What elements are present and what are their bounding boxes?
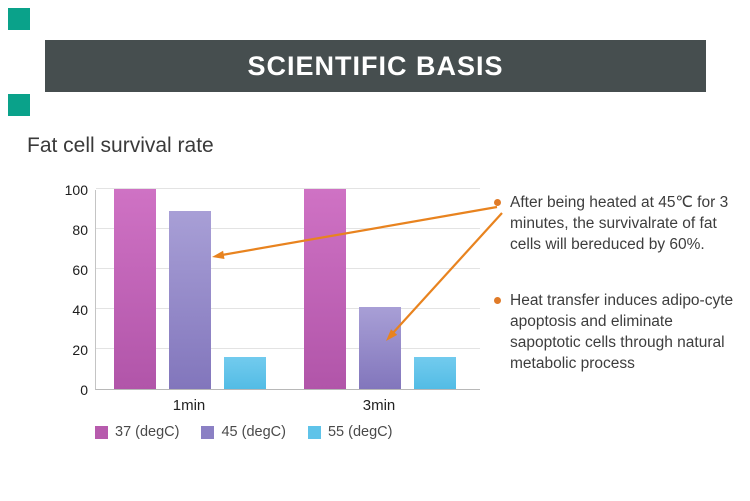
x-tick-label: 3min <box>362 397 396 414</box>
gridline <box>96 268 480 269</box>
legend-label: 45 (degC) <box>221 424 286 440</box>
chart-title: Fat cell survival rate <box>27 134 214 157</box>
bar-group-1min <box>114 189 266 389</box>
legend-item: 45 (degC) <box>201 424 286 440</box>
bar-group-3min <box>304 189 456 389</box>
y-tick-label: 80 <box>72 222 88 238</box>
bar-45degC-3min <box>359 307 401 389</box>
legend-label: 55 (degC) <box>327 424 393 440</box>
y-tick-label: 60 <box>72 262 88 278</box>
bar-55degC-1min <box>224 357 266 389</box>
y-tick-label: 0 <box>80 382 88 398</box>
bullet-dot-icon <box>494 199 501 206</box>
gridline <box>96 188 480 189</box>
y-tick-label: 100 <box>64 182 88 198</box>
bar-45degC-1min <box>169 211 211 389</box>
bar-37degC-1min <box>114 189 156 389</box>
bullet-dot-icon <box>494 296 501 304</box>
bar-37degC-3min <box>304 189 346 389</box>
accent-square-left <box>8 94 30 116</box>
bullet-list: After being heated at 45℃ for 3 minutes,… <box>494 192 742 409</box>
y-tick-label: 40 <box>72 302 88 318</box>
legend-swatch-icon <box>307 425 321 439</box>
legend-swatch-icon <box>95 425 108 439</box>
legend-item: 37 (degC) <box>95 424 179 440</box>
bullet-text: After being heated at 45℃ for 3 minutes,… <box>510 194 729 254</box>
y-axis-labels: 0 20 40 60 80 100 <box>40 182 88 398</box>
bullet-item: Heat transfer induces adipo-cyte apoptos… <box>494 290 742 375</box>
x-axis-labels: 1min 3min <box>95 397 480 417</box>
bullet-item: After being heated at 45℃ for 3 minutes,… <box>494 192 742 256</box>
gridline <box>96 308 480 309</box>
bullet-text: Heat transfer induces adipo-cyte apoptos… <box>510 291 734 373</box>
y-tick-label: 20 <box>72 342 88 358</box>
page-title: SCIENTIFIC BASIS <box>247 50 504 81</box>
gridline <box>96 348 480 349</box>
header-banner: SCIENTIFIC BASIS <box>45 40 706 92</box>
legend-swatch-icon <box>201 425 215 439</box>
bar-55degC-3min <box>414 357 456 389</box>
chart-legend: 37 (degC) 45 (degC) 55 (degC) <box>95 424 392 440</box>
legend-item: 55 (degC) <box>307 424 393 440</box>
x-tick-label: 1min <box>172 397 206 414</box>
bar-chart-plot <box>95 188 480 390</box>
legend-label: 37 (degC) <box>115 424 180 440</box>
accent-square-top-left <box>8 8 30 30</box>
